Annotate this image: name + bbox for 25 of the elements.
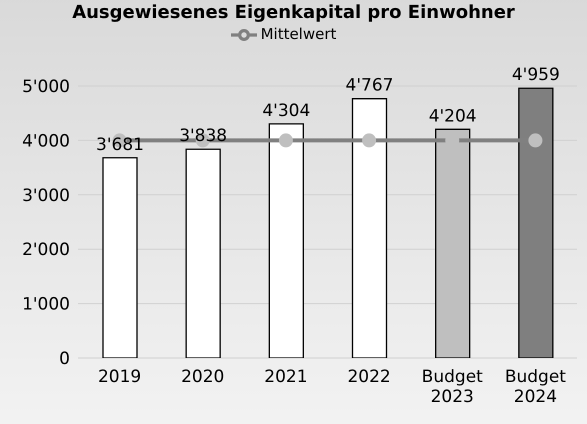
- data-label: 3'838: [179, 126, 228, 146]
- bar: [186, 148, 221, 358]
- bar: [102, 157, 138, 358]
- chart-title: Ausgewiesenes Eigenkapital pro Einwohner: [71, 2, 516, 23]
- data-label: 4'204: [428, 106, 477, 126]
- y-tick-label: 1'000: [22, 294, 70, 315]
- x-tick-label: 2020: [181, 367, 224, 387]
- y-tick-label: 4'000: [22, 131, 70, 152]
- y-tick-label: 5'000: [22, 77, 70, 98]
- x-tick-label: Budget 2024: [504, 367, 566, 407]
- y-tick-label: 2'000: [22, 240, 70, 260]
- data-label: 4'959: [512, 65, 560, 86]
- bar: [352, 98, 388, 358]
- x-tick-label: Budget 2023: [422, 367, 484, 407]
- x-tick-label: 2019: [98, 367, 142, 387]
- data-label: 4'767: [346, 76, 394, 96]
- x-tick-label: 2022: [347, 367, 391, 387]
- y-tick-label: 0: [59, 349, 70, 370]
- x-tick-label: 2021: [264, 367, 308, 387]
- bar: [435, 128, 470, 358]
- legend-label: Mittelwert: [260, 25, 336, 44]
- y-tick-label: 3'000: [22, 186, 70, 206]
- data-label: 4'304: [262, 100, 310, 121]
- bar: [268, 123, 304, 358]
- data-label: 3'681: [96, 134, 144, 155]
